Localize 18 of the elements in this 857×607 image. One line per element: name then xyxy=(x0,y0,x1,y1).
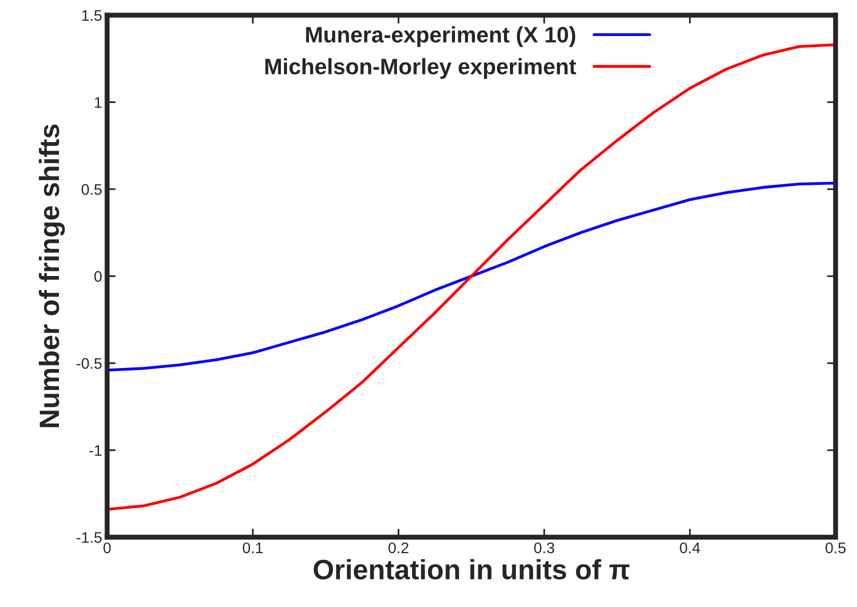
legend-label: Michelson-Morley experiment xyxy=(265,58,576,79)
y-tick-label: -1.5 xyxy=(76,532,102,543)
y-tick-label: 1.5 xyxy=(82,10,102,21)
x-tick-label: 0.5 xyxy=(826,542,846,554)
x-tick-label: 0.1 xyxy=(242,542,263,554)
x-tick-label: 0 xyxy=(103,542,111,554)
y-tick-label: 0 xyxy=(94,271,102,282)
legend-label: Munera-experiment (X 10) xyxy=(306,26,576,47)
y-axis-title: Number of fringe shifts xyxy=(38,124,65,428)
y-tick-label: -1 xyxy=(89,445,102,456)
y-tick-label: 0.5 xyxy=(82,184,102,195)
x-tick-label: 0.3 xyxy=(534,542,554,554)
x-axis-title: Orientation in units of π xyxy=(314,559,630,580)
x-tick-label: 0.2 xyxy=(388,542,408,554)
y-tick-label: -0.5 xyxy=(76,358,102,369)
x-tick-label: 0.4 xyxy=(680,542,700,554)
y-tick-label: 1 xyxy=(94,97,102,108)
line-series xyxy=(107,182,836,372)
